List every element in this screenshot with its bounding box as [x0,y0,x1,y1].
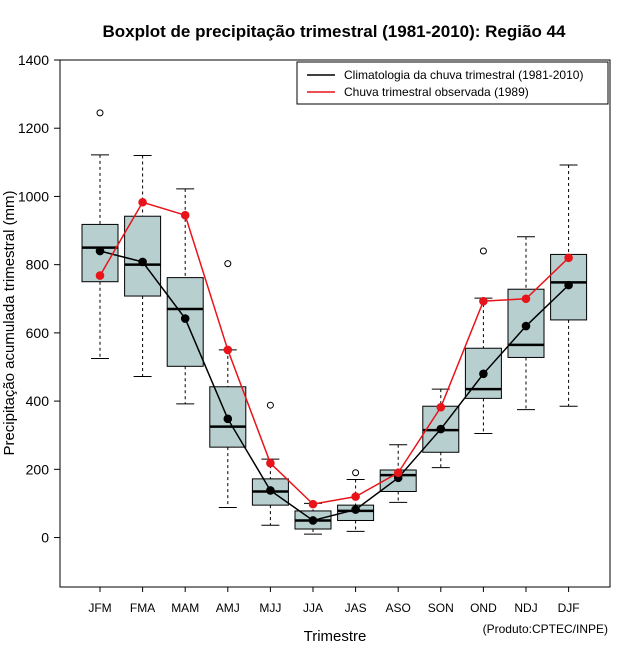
series-point-observed-AMJ [223,345,233,355]
x-tick-label-MJJ: MJJ [259,601,281,615]
series-point-observed-MJJ [266,458,275,468]
series-point-climatology-AMJ [223,414,233,424]
x-tick-label-SON: SON [428,601,454,615]
series-point-climatology-MAM [180,314,190,323]
box-body-MAM [166,277,204,367]
outlier-JFM-0 [96,109,104,117]
series-point-observed-JFM [95,271,105,280]
chart-title: Boxplot de precipitação trimestral (1981… [103,22,566,41]
series-point-observed-FMA [138,197,147,207]
legend-box [296,61,609,105]
series-point-climatology-DJF [564,280,573,290]
x-tick-label-FMA: FMA [130,601,155,615]
box-MAM [166,188,204,405]
box-FMA [124,155,162,378]
series-point-observed-MAM [180,210,190,220]
y-tick-label-600: 600 [26,325,50,341]
series-point-climatology-FMA [138,257,147,267]
series-point-climatology-JAS [351,505,360,514]
y-tick-label-400: 400 [26,393,50,409]
series-point-observed-DJF [564,253,573,263]
y-tick-label-1000: 1000 [18,188,49,204]
x-tick-label-DJF: DJF [558,601,580,615]
x-tick-label-NDJ: NDJ [514,601,537,615]
outlier-JAS-0 [352,469,360,477]
y-tick-label-1400: 1400 [18,52,49,68]
series-point-climatology-OND [479,369,488,379]
series-point-observed-JJA [308,499,318,509]
legend: Climatologia da chuva trimestral (1981-2… [296,61,609,105]
series-line-climatology [99,250,570,522]
legend-observed-label: Chuva trimestral observada (1989) [344,85,529,99]
series-point-observed-ASO [393,468,403,478]
plot-frame [59,59,611,588]
series-point-climatology-JJA [308,516,318,525]
box-JFM [81,109,119,359]
x-tick-label-JFM: JFM [88,601,111,615]
legend-climatology-label: Climatologia da chuva trimestral (1981-2… [344,68,583,82]
y-tick-label-0: 0 [41,530,49,546]
series-point-climatology-NDJ [521,321,531,331]
box-OND [464,247,502,435]
series-line-observed [99,201,570,505]
series-point-climatology-MJJ [266,486,275,495]
series-point-observed-JAS [351,492,360,501]
x-tick-label-ASO: ASO [386,601,411,615]
series-point-observed-NDJ [521,294,531,304]
x-tick-label-JJA: JJA [303,601,323,615]
x-axis-label: Trimestre [304,628,367,645]
credit-text: (Produto:CPTEC/INPE) [483,622,608,636]
box-body-FMA [124,215,162,297]
y-tick-label-800: 800 [26,257,50,273]
series-point-climatology-JFM [95,246,105,256]
outlier-MJJ-0 [266,401,274,409]
x-tick-label-MAM: MAM [171,601,199,615]
y-tick-label-1200: 1200 [18,120,49,136]
series-point-observed-OND [479,296,488,306]
x-tick-label-JAS: JAS [345,601,367,615]
outlier-OND-0 [479,247,487,255]
series-point-climatology-SON [436,424,446,434]
y-tick-label-200: 200 [26,461,50,477]
outlier-AMJ-0 [224,260,232,268]
y-axis-label: Precipitação acumulada trimestral (mm) [1,190,18,455]
series-point-observed-SON [436,402,446,412]
x-tick-label-AMJ: AMJ [216,601,240,615]
x-tick-label-OND: OND [470,601,497,615]
